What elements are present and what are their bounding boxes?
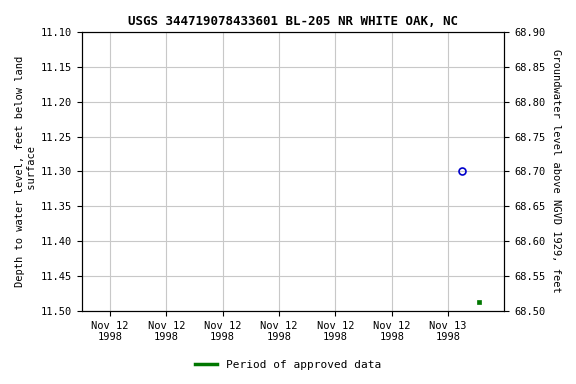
Title: USGS 344719078433601 BL-205 NR WHITE OAK, NC: USGS 344719078433601 BL-205 NR WHITE OAK…: [128, 15, 458, 28]
Y-axis label: Groundwater level above NGVD 1929, feet: Groundwater level above NGVD 1929, feet: [551, 50, 561, 293]
Legend: Period of approved data: Period of approved data: [191, 356, 385, 375]
Y-axis label: Depth to water level, feet below land
 surface: Depth to water level, feet below land su…: [15, 56, 37, 287]
